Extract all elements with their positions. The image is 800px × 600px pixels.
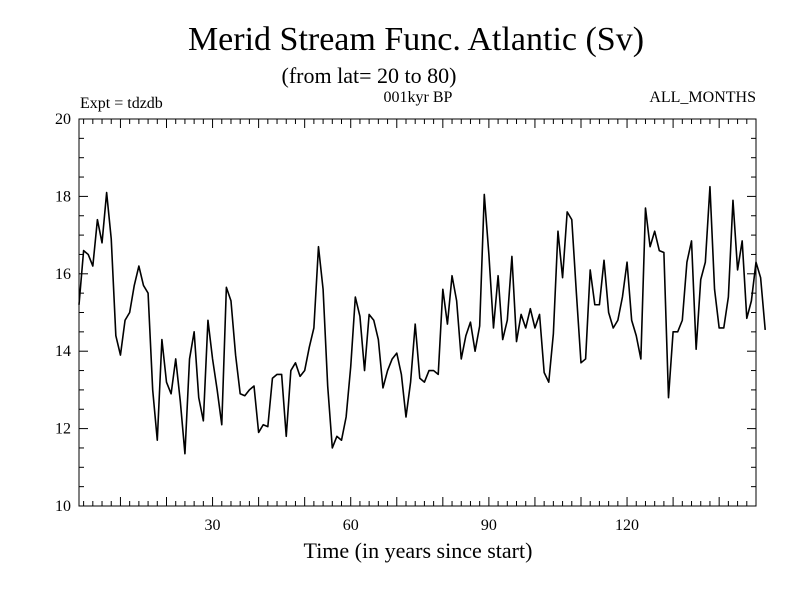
period-label: 001kyr BP bbox=[384, 89, 453, 106]
x-tick-label: 120 bbox=[615, 517, 639, 534]
y-tick-label: 12 bbox=[55, 421, 71, 438]
chart-subtitle: (from lat= 20 to 80) bbox=[282, 63, 457, 88]
x-axis-label: Time (in years since start) bbox=[304, 538, 533, 563]
x-axis-tick-labels: 30 60 90 120 bbox=[205, 517, 639, 534]
x-tick-label: 60 bbox=[343, 517, 359, 534]
experiment-label: Expt = tdzdb bbox=[80, 95, 163, 112]
y-axis-tick-labels: 10 12 14 16 18 20 bbox=[55, 111, 71, 515]
y-tick-label: 18 bbox=[55, 188, 71, 205]
plot-frame bbox=[78, 118, 757, 507]
y-tick-label: 14 bbox=[55, 343, 71, 360]
months-label: ALL_MONTHS bbox=[649, 89, 756, 106]
x-tick-label: 90 bbox=[481, 517, 497, 534]
x-axis-ticks bbox=[83, 119, 757, 506]
x-tick-label: 30 bbox=[205, 517, 221, 534]
y-axis-ticks bbox=[79, 118, 756, 507]
chart-title: Merid Stream Func. Atlantic (Sv) bbox=[188, 21, 644, 58]
series-line bbox=[78, 185, 767, 455]
y-tick-label: 20 bbox=[55, 111, 71, 128]
y-tick-label: 10 bbox=[55, 498, 71, 515]
y-tick-label: 16 bbox=[55, 266, 71, 283]
